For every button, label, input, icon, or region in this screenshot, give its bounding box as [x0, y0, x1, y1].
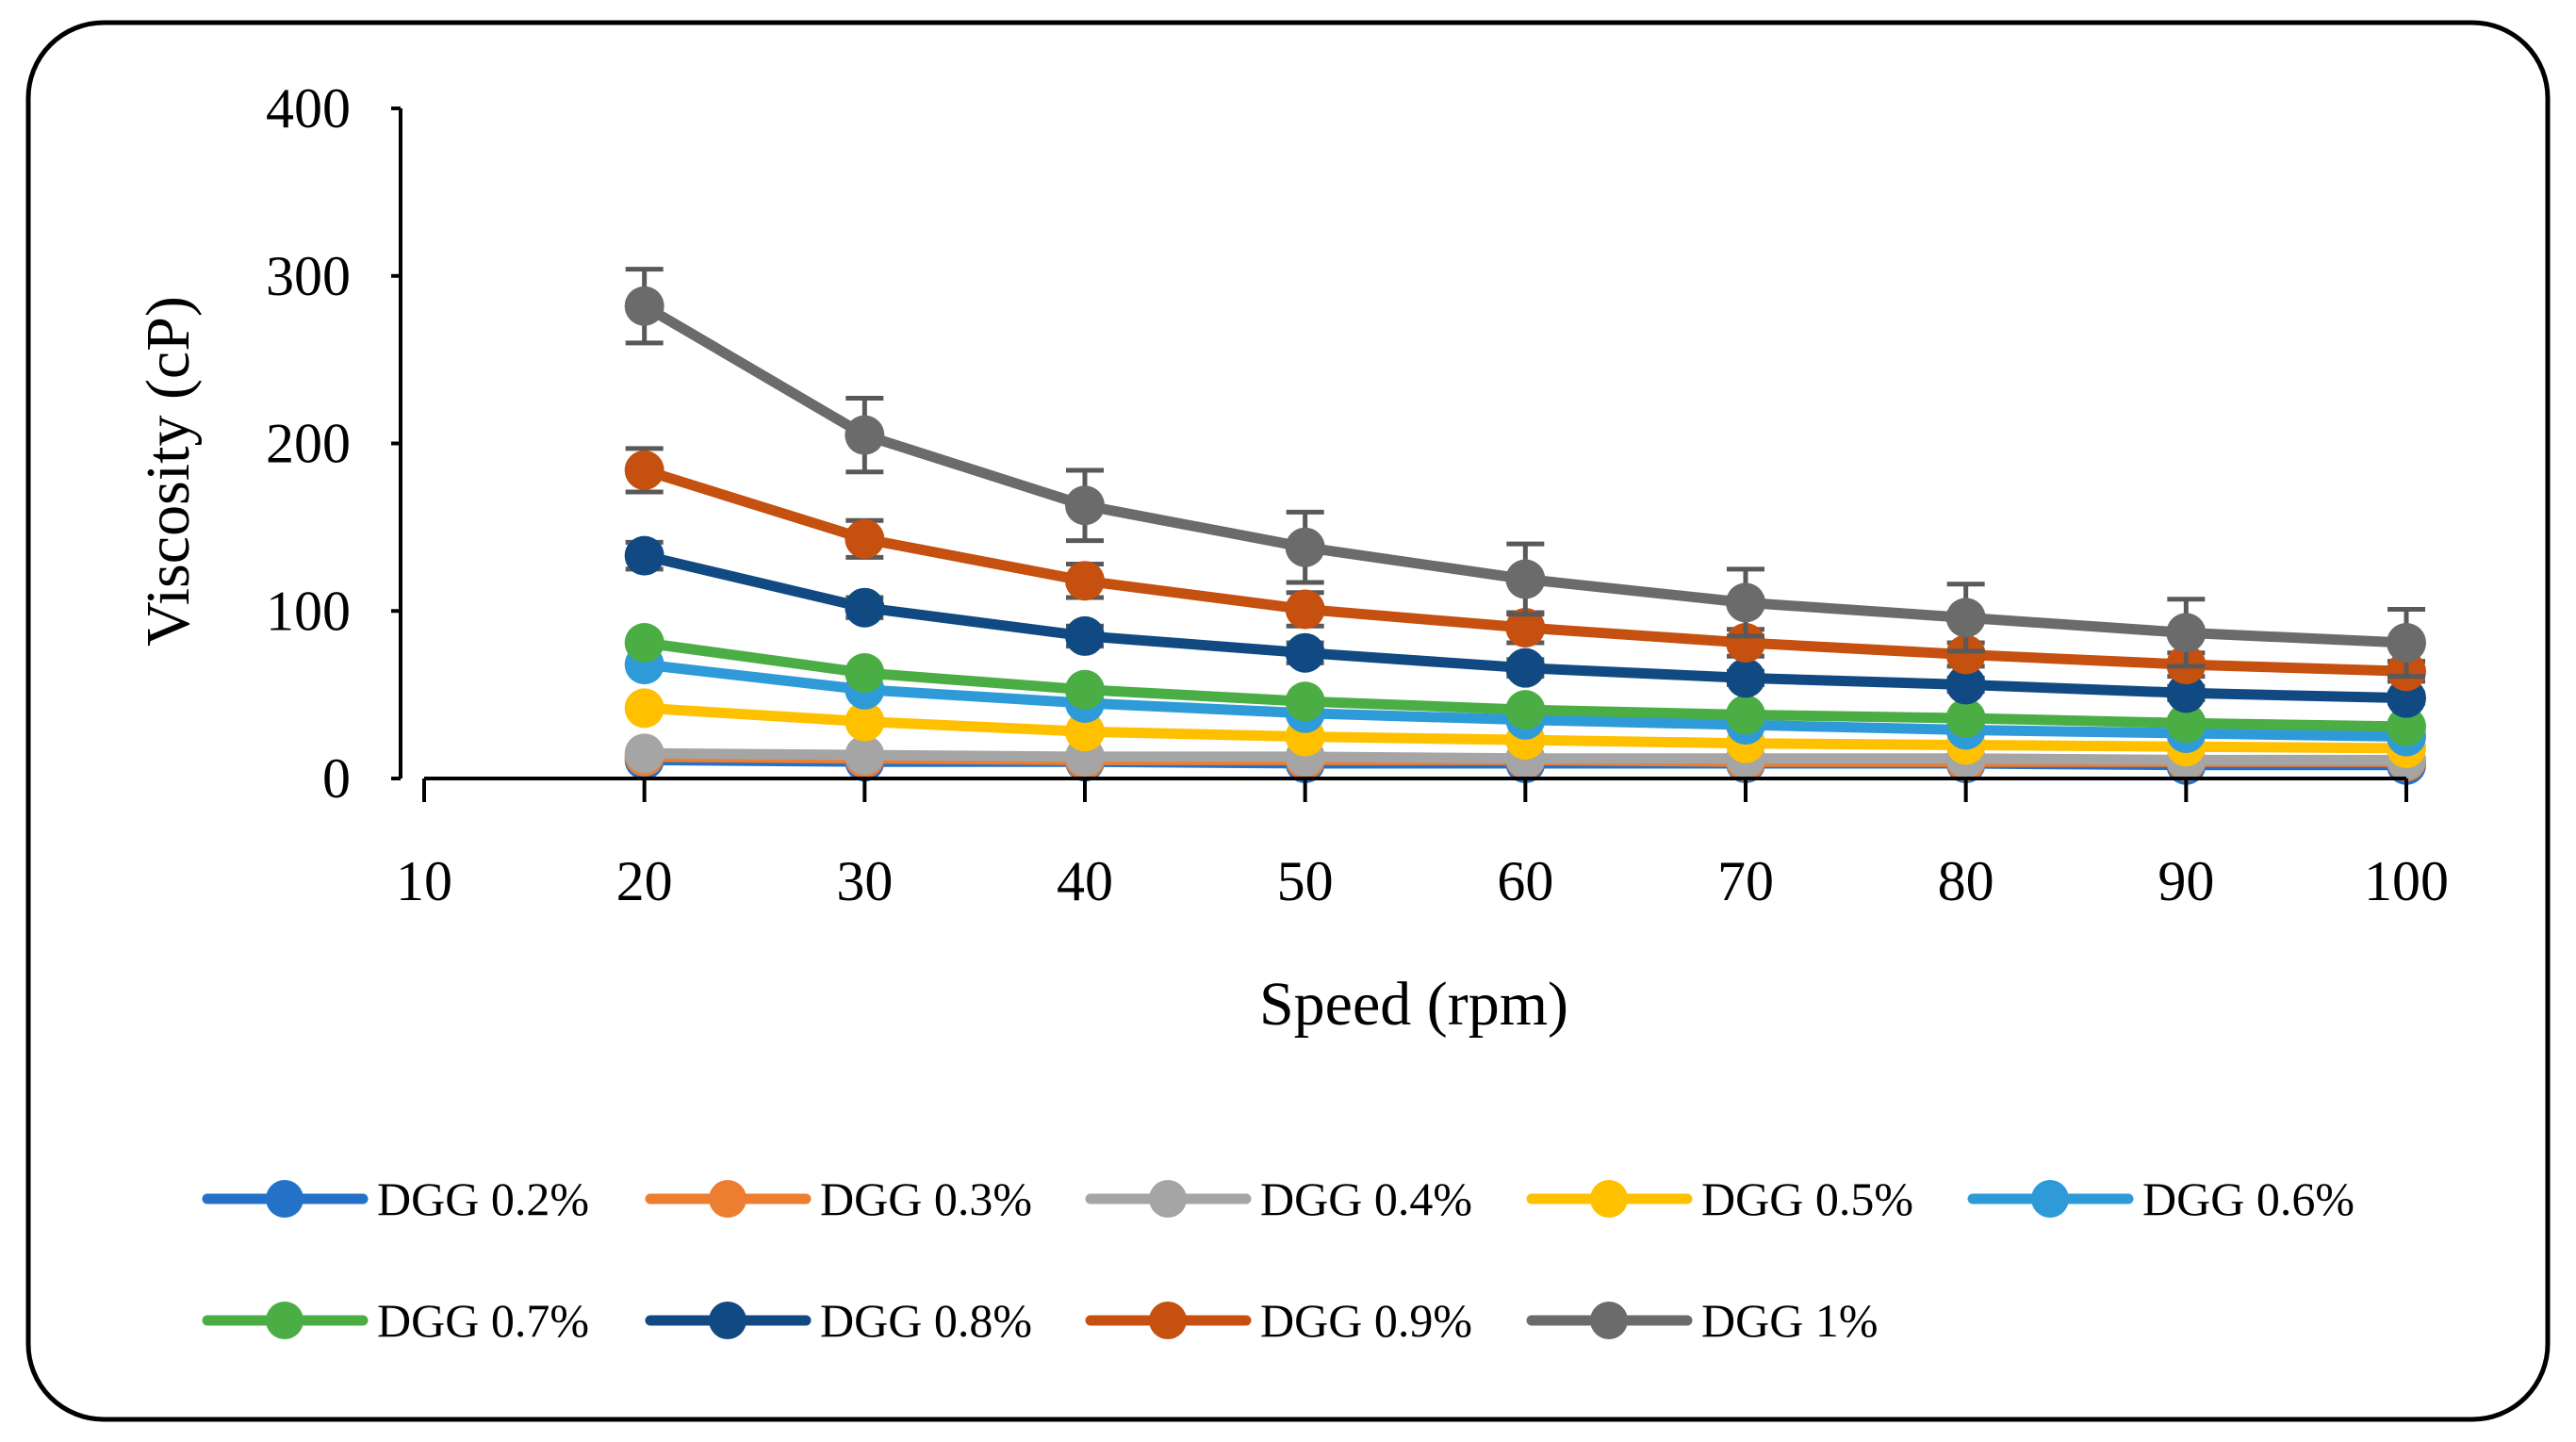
legend-swatch-marker	[266, 1180, 304, 1218]
data-point	[1065, 615, 1105, 656]
data-point	[1726, 658, 1765, 698]
legend-label: DGG 0.4%	[1260, 1172, 1472, 1225]
data-point	[1945, 598, 1986, 638]
data-point	[1285, 681, 1325, 722]
legend-item: DGG 0.2%	[202, 1172, 589, 1225]
x-tick-label: 40	[1057, 850, 1113, 912]
data-point	[845, 587, 885, 628]
data-point	[1285, 527, 1325, 567]
legend-swatch-marker	[1590, 1180, 1628, 1218]
x-tick-label: 20	[616, 850, 673, 912]
data-point	[1726, 582, 1765, 623]
data-point	[1285, 589, 1325, 630]
data-point	[1505, 608, 1546, 648]
data-point	[1945, 634, 1986, 675]
data-point	[845, 735, 885, 776]
data-point	[845, 518, 885, 559]
data-point	[1505, 690, 1546, 730]
data-point	[1065, 561, 1105, 601]
legend-swatch-marker	[1149, 1180, 1187, 1218]
legend-swatch-marker	[266, 1302, 304, 1339]
legend-label: DGG 0.6%	[2142, 1172, 2354, 1225]
series-5	[624, 623, 2426, 746]
data-point	[845, 701, 885, 742]
legend-label: DGG 0.7%	[377, 1294, 589, 1347]
series-7	[624, 446, 2426, 692]
legend-item: DGG 0.4%	[1085, 1172, 1472, 1225]
x-tick-label: 70	[1717, 850, 1774, 912]
legend-label: DGG 0.3%	[820, 1172, 1032, 1225]
data-point	[1505, 647, 1546, 688]
data-point	[2387, 706, 2426, 746]
x-tick-label: 10	[396, 850, 452, 912]
legend-label: DGG 0.9%	[1260, 1294, 1472, 1347]
data-point	[2166, 613, 2207, 653]
legend-item: DGG 0.5%	[1526, 1172, 1913, 1225]
data-point	[1945, 664, 1986, 705]
data-point	[2387, 623, 2426, 664]
legend-swatch-marker	[709, 1180, 747, 1218]
legend-swatch-marker	[1149, 1302, 1187, 1339]
data-point	[845, 415, 885, 455]
data-point	[624, 286, 665, 326]
x-tick-label: 50	[1277, 850, 1334, 912]
x-axis-title: Speed (rpm)	[1259, 970, 1568, 1039]
data-point	[624, 623, 665, 664]
data-point	[1065, 485, 1105, 526]
y-axis: 0 100 200 300 400	[266, 77, 402, 810]
data-point	[624, 688, 665, 729]
x-tick-label: 30	[836, 850, 893, 912]
data-point	[2166, 673, 2207, 713]
data-point	[1726, 623, 1765, 664]
legend-label: DGG 1%	[1701, 1294, 1878, 1347]
data-point	[1065, 669, 1105, 710]
y-tick-label: 100	[266, 580, 351, 642]
legend-swatch-marker	[1590, 1302, 1628, 1339]
y-axis-title: Viscosity (cP)	[134, 296, 203, 647]
legend-label: DGG 0.2%	[377, 1172, 589, 1225]
data-point	[1285, 632, 1325, 673]
x-tick-label: 100	[2364, 850, 2449, 912]
y-tick-label: 200	[266, 413, 351, 475]
data-point	[1945, 698, 1986, 739]
data-point	[624, 535, 665, 576]
legend-swatch-marker	[709, 1302, 747, 1339]
plot-area	[624, 267, 2426, 785]
data-point	[1505, 559, 1546, 599]
y-tick-label: 400	[266, 77, 351, 139]
legend: DGG 0.2% DGG 0.3% DGG 0.4% DGG 0.5% DGG 0.6%…	[202, 1172, 2354, 1347]
x-tick-label: 90	[2158, 850, 2214, 912]
legend-item: DGG 0.3%	[645, 1172, 1032, 1225]
legend-label: DGG 0.5%	[1701, 1172, 1913, 1225]
legend-label: DGG 0.8%	[820, 1294, 1032, 1347]
x-axis: 10 20 30 40 50 60 70 80 90 100	[396, 777, 2449, 912]
data-point	[624, 733, 665, 774]
legend-item: DGG 0.8%	[645, 1294, 1032, 1347]
series-8	[624, 267, 2426, 680]
data-point	[1726, 695, 1765, 735]
y-tick-label: 0	[322, 747, 351, 810]
y-tick-label: 300	[266, 245, 351, 307]
data-point	[624, 450, 665, 490]
x-tick-label: 80	[1938, 850, 1994, 912]
legend-item: DGG 1%	[1526, 1294, 1878, 1347]
x-tick-label: 60	[1497, 850, 1553, 912]
legend-item: DGG 0.7%	[202, 1294, 589, 1347]
data-point	[1065, 712, 1105, 752]
legend-item: DGG 0.6%	[1967, 1172, 2354, 1225]
legend-item: DGG 0.9%	[1085, 1294, 1472, 1347]
data-point	[845, 653, 885, 694]
data-point	[2166, 703, 2207, 744]
legend-swatch-marker	[2031, 1180, 2069, 1218]
